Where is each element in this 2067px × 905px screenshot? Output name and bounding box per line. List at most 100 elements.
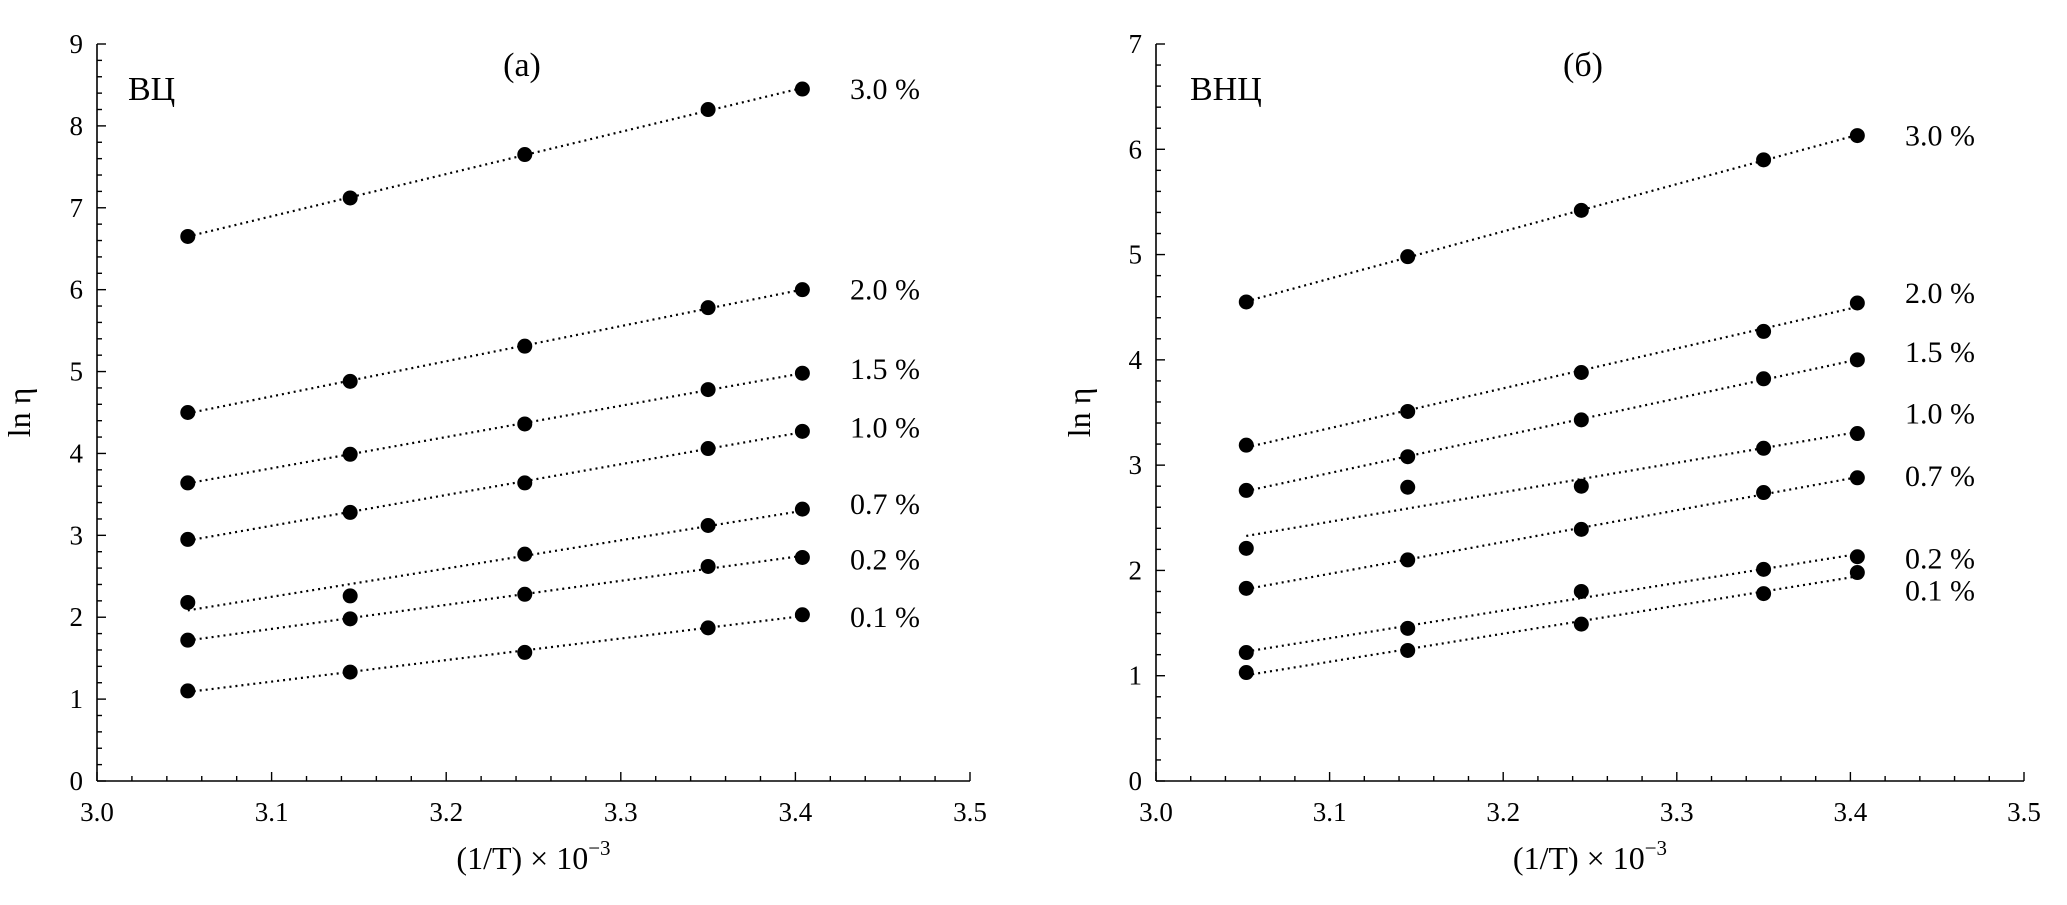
data-point — [517, 546, 533, 562]
data-point — [1400, 620, 1416, 636]
data-point — [1849, 352, 1865, 368]
y-axis-title: ln η — [1061, 388, 1097, 438]
trend-line — [187, 554, 803, 642]
data-point — [1756, 586, 1772, 602]
material-label: ВЦ — [128, 71, 175, 108]
data-point — [794, 549, 810, 565]
y-tick-label: 2 — [70, 602, 84, 632]
x-tick-label: 3.5 — [2007, 797, 2041, 827]
data-point — [1238, 665, 1254, 681]
x-tick-label: 3.2 — [1486, 797, 1520, 827]
y-tick-label: 6 — [70, 275, 84, 305]
data-point — [1756, 440, 1772, 456]
data-point — [794, 607, 810, 623]
series-label: 1.0 % — [1905, 398, 1975, 431]
series-label: 3.0 % — [1905, 120, 1975, 153]
y-tick-label: 4 — [1129, 345, 1143, 375]
data-point — [1573, 583, 1589, 599]
series-15: 1.5 % — [1238, 336, 1975, 498]
data-point — [1756, 323, 1772, 339]
data-point — [180, 531, 196, 547]
data-point — [1238, 645, 1254, 661]
series-label: 1.5 % — [1905, 336, 1975, 369]
series-label: 0.2 % — [1905, 543, 1975, 576]
chart-panel-1: 0 1 2 3 4 5 6 7 8 9 3.0 3.1 3.2 3.3 3.4 3.5 (1/T) × 10−3… — [1, 29, 987, 876]
series-30: 3.0 % — [1238, 120, 1975, 310]
data-point — [342, 588, 358, 604]
y-tick-label: 7 — [1129, 29, 1143, 59]
series-10: 1.0 % — [180, 411, 920, 547]
series-15: 1.5 % — [180, 353, 920, 491]
data-point — [700, 558, 716, 574]
x-tick-label: 3.0 — [80, 797, 114, 827]
data-point — [342, 611, 358, 627]
data-point — [1400, 403, 1416, 419]
data-point — [700, 620, 716, 636]
series-07: 0.7 % — [180, 488, 920, 612]
trend-line — [187, 431, 803, 542]
y-tick-label: 1 — [1129, 661, 1143, 691]
x-tick-label: 3.1 — [1313, 797, 1347, 827]
series-10: 1.0 % — [1238, 398, 1975, 556]
data-point — [1400, 249, 1416, 265]
trend-line — [1246, 575, 1858, 677]
y-tick-label: 9 — [70, 29, 84, 59]
y-tick-label: 0 — [1129, 766, 1143, 796]
data-point — [1849, 128, 1865, 144]
x-tick-label: 3.5 — [953, 797, 987, 827]
data-point — [1400, 642, 1416, 658]
data-point — [1400, 449, 1416, 465]
data-point — [180, 475, 196, 491]
data-point — [1238, 437, 1254, 453]
data-point — [1400, 552, 1416, 568]
data-point — [1400, 479, 1416, 495]
series-label: 0.1 % — [1905, 575, 1975, 608]
data-point — [1238, 294, 1254, 310]
data-point — [794, 81, 810, 97]
series-02: 0.2 % — [180, 543, 920, 648]
series-label: 0.7 % — [1905, 460, 1975, 493]
x-tick-label: 3.3 — [1660, 797, 1694, 827]
data-point — [180, 405, 196, 420]
series-02: 0.2 % — [1238, 543, 1975, 661]
x-tick-label: 3.0 — [1139, 797, 1173, 827]
trend-line — [1246, 431, 1858, 538]
series-label: 0.2 % — [850, 543, 920, 576]
y-tick-label: 6 — [1129, 134, 1143, 164]
data-point — [180, 594, 196, 610]
y-tick-label: 8 — [70, 111, 84, 141]
data-point — [1849, 549, 1865, 565]
series-label: 3.0 % — [850, 73, 920, 106]
x-tick-label: 3.4 — [1834, 797, 1868, 827]
data-point — [342, 190, 358, 206]
material-label: ВНЦ — [1190, 71, 1262, 108]
y-tick-label: 3 — [1129, 450, 1143, 480]
data-point — [1849, 565, 1865, 581]
data-point — [1756, 561, 1772, 577]
x-tick-label: 3.2 — [429, 797, 463, 827]
data-point — [700, 518, 716, 534]
data-point — [517, 475, 533, 491]
data-point — [1849, 295, 1865, 311]
x-axis-title: (1/T) × 10−3 — [1513, 836, 1667, 876]
data-point — [517, 586, 533, 602]
data-point — [1849, 426, 1865, 442]
trend-line — [187, 372, 803, 485]
series-label: 1.0 % — [850, 411, 920, 444]
data-point — [342, 446, 358, 462]
data-point — [1573, 521, 1589, 537]
panel-label: (б) — [1563, 47, 1603, 84]
series-label: 1.5 % — [850, 353, 920, 386]
data-point — [180, 228, 196, 244]
y-tick-label: 4 — [70, 438, 84, 468]
x-tick-label: 3.4 — [779, 797, 813, 827]
data-point — [1573, 202, 1589, 218]
y-tick-label: 3 — [70, 520, 84, 550]
data-point — [1756, 152, 1772, 168]
data-point — [342, 373, 358, 389]
series-label: 2.0 % — [1905, 277, 1975, 310]
trend-line — [187, 288, 803, 415]
chart-panel-2: 0 1 2 3 4 5 6 7 3.0 3.1 3.2 3.3 3.4 3.5 (1/T) × 10−3 ln… — [1061, 29, 2041, 876]
data-point — [1573, 478, 1589, 494]
